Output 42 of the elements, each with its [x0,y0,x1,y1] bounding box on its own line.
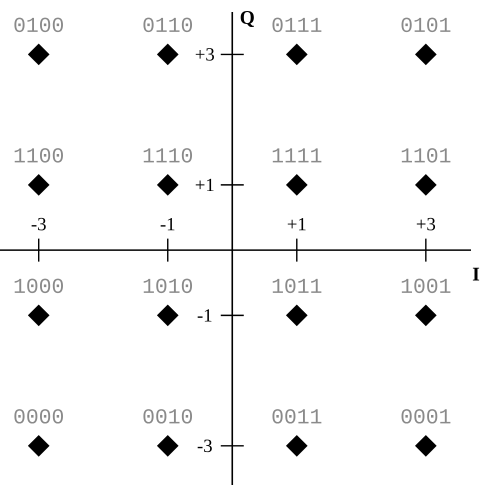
annotation: 1101 [402,148,450,163]
x-axis-title: I [472,268,480,280]
point [415,304,437,326]
x-tick-label: +3 [416,218,436,230]
annotation: 0100 [14,18,63,32]
point [415,44,437,66]
point [28,44,50,66]
point [157,44,178,66]
annotation: 0011 [272,409,322,424]
x-tick-label: -1 [160,218,174,230]
annotation: 1110 [144,148,192,163]
annotation: 1111 [272,148,322,162]
point [415,435,437,457]
x-tick-label: +1 [288,218,306,230]
point [157,304,178,326]
point [286,44,308,66]
y-axis-title: Q [240,11,254,27]
annotation: 0101 [402,18,450,32]
annotation: 0010 [143,409,192,424]
point [286,304,308,326]
x-tick-label: -3 [32,218,46,230]
annotation: 0001 [402,409,450,424]
annotation: 1011 [272,278,322,294]
annotation: 0111 [272,18,322,32]
y-tick-label: +1 [196,178,214,192]
annotation: 1000 [14,278,63,294]
point [415,174,437,196]
point [286,435,308,457]
point [157,174,178,196]
point [157,435,178,457]
y-tick-label: -3 [198,440,212,452]
y-tick-label: -1 [198,309,212,322]
annotation: 1100 [14,148,63,163]
y-tick-label: +3 [196,48,214,61]
annotation: 1010 [144,278,192,294]
annotation: 0110 [143,18,192,32]
point [28,304,50,326]
point [28,174,50,196]
annotation: 1001 [402,278,450,294]
annotation: 0000 [14,409,63,424]
point [28,435,50,457]
point [286,174,308,196]
